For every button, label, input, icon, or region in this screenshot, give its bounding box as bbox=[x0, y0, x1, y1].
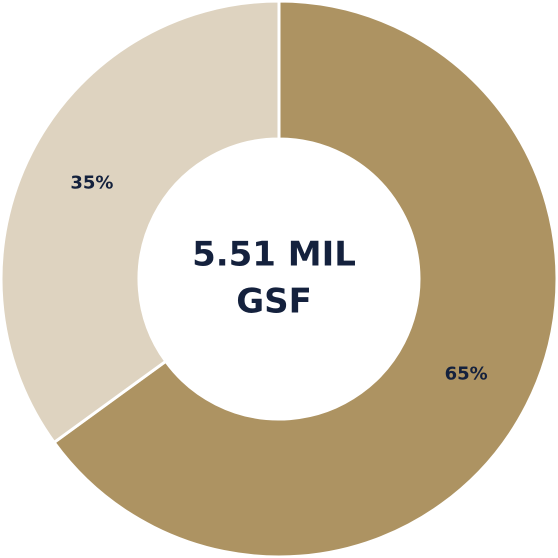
center-label: GSF bbox=[236, 282, 312, 322]
slice-label: 35% bbox=[70, 173, 113, 194]
slice bbox=[0, 0, 281, 445]
slice-label: 65% bbox=[445, 363, 488, 384]
slice bbox=[51, 0, 558, 558]
center-label: 5.51 MIL bbox=[192, 235, 356, 275]
